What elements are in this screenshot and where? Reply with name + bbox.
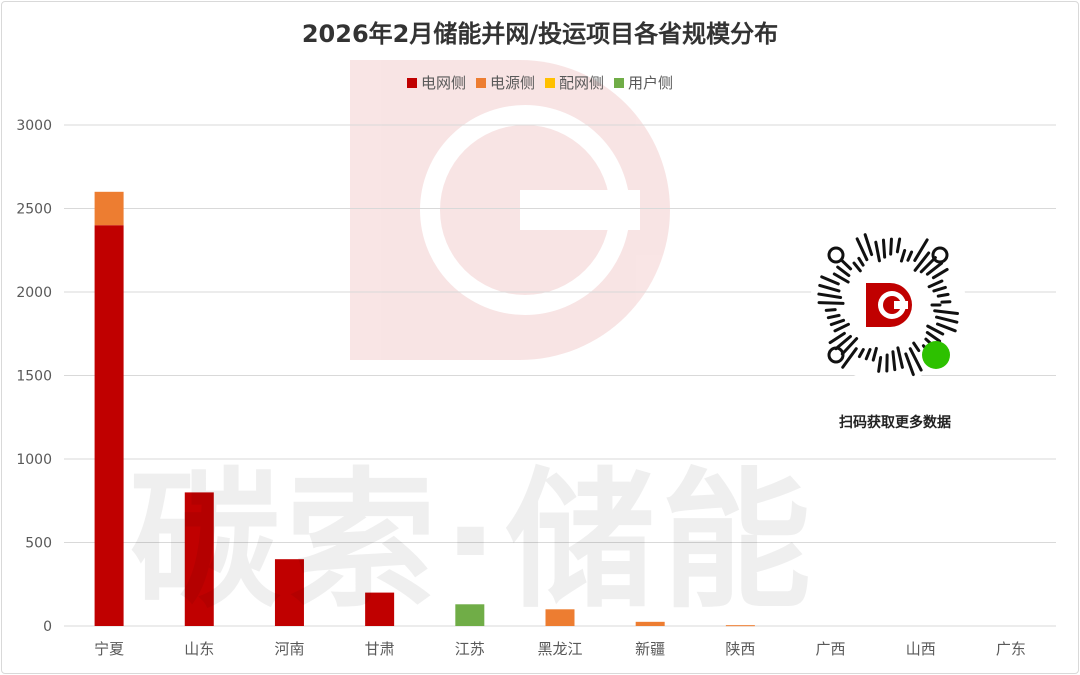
qr-ray <box>840 259 853 271</box>
qr-ray <box>877 355 883 373</box>
y-tick-label: 0 <box>43 619 52 635</box>
chart-title: 2026年2月储能并网/投运项目各省规模分布 <box>301 20 779 48</box>
qr-caption: 扫码获取更多数据 <box>839 415 951 431</box>
legend-label: 电网侧 <box>420 74 466 92</box>
qr-ray <box>906 250 914 262</box>
x-tick-label: 广西 <box>816 640 846 658</box>
qr-ray <box>817 292 843 299</box>
bar-电源侧 <box>635 621 665 626</box>
qr-ray <box>896 346 904 369</box>
legend-item: 配网侧 <box>545 72 604 93</box>
qr-ray <box>899 248 907 263</box>
qr-ray <box>931 267 949 280</box>
qr-ray <box>927 279 944 289</box>
x-tick-label: 江苏 <box>455 640 485 658</box>
qr-ray <box>836 265 851 278</box>
y-tick-label: 3000 <box>16 118 52 134</box>
y-tick-label: 1500 <box>16 369 52 385</box>
qr-ray <box>817 301 845 305</box>
watermark-text: 碳索·储能 <box>130 455 817 629</box>
qr-ray <box>891 350 897 372</box>
qr-ray <box>913 251 931 272</box>
qr-ray <box>841 347 858 369</box>
qr-ray <box>828 331 846 345</box>
qr-ray <box>834 334 852 351</box>
x-tick-label: 山东 <box>184 640 214 658</box>
qr-ray <box>935 315 959 324</box>
x-tick-label: 陕西 <box>725 640 755 658</box>
bar-电网侧 <box>274 559 304 626</box>
qr-ray <box>857 348 865 359</box>
bar-电网侧 <box>94 225 124 626</box>
legend-item: 电源侧 <box>475 72 535 93</box>
qr-ray <box>936 292 950 298</box>
qr-ray <box>935 322 957 333</box>
legend-label: 配网侧 <box>559 74 605 92</box>
legend: 电网侧 电源侧 配网侧 用户侧 <box>0 72 1080 93</box>
qr-ray <box>908 347 923 372</box>
qr-ray <box>933 309 959 316</box>
x-tick-label: 山西 <box>906 640 936 658</box>
qr-ray <box>832 272 850 284</box>
qr-ray <box>871 346 878 362</box>
qr-ray <box>864 348 872 361</box>
qr-ray <box>895 237 902 254</box>
qr-ray <box>926 324 945 336</box>
qr-code <box>810 227 966 383</box>
legend-swatch <box>475 77 486 88</box>
qr-ray <box>932 285 947 293</box>
watermark-logo <box>350 60 670 360</box>
qr-ray <box>925 261 944 276</box>
qr-ray <box>874 240 881 263</box>
legend-swatch <box>614 77 625 88</box>
qr-ray <box>829 318 846 327</box>
qr-ray <box>889 237 893 256</box>
qr-ray <box>881 238 887 259</box>
bar-电源侧 <box>545 609 575 626</box>
legend-label: 用户侧 <box>628 74 674 92</box>
qr-ray <box>904 352 915 377</box>
x-tick-label: 新疆 <box>635 640 665 658</box>
qr-ray <box>912 341 921 353</box>
legend-swatch <box>406 77 417 88</box>
y-tick-label: 500 <box>25 536 52 552</box>
qr-ray <box>863 233 874 257</box>
qr-ray <box>913 238 929 262</box>
qr-ray <box>857 256 865 267</box>
legend-item: 电网侧 <box>406 72 466 93</box>
x-tick-label: 甘肃 <box>365 640 395 658</box>
y-tick-label: 2000 <box>16 285 52 301</box>
qr-ray <box>919 256 937 274</box>
legend-label: 电源侧 <box>489 74 535 92</box>
bar-电网侧 <box>184 492 214 626</box>
legend-swatch <box>545 77 555 88</box>
y-tick-label: 1000 <box>16 452 52 468</box>
x-tick-label: 河南 <box>274 640 304 658</box>
bar-电源侧 <box>725 625 755 627</box>
qr-ray <box>824 308 837 312</box>
bar-用户侧 <box>455 604 485 626</box>
bar-电源侧 <box>94 191 124 226</box>
y-tick-label: 2500 <box>16 202 52 218</box>
qr-ray <box>820 275 840 286</box>
qr-ray <box>852 261 862 273</box>
qr-ray <box>826 313 841 320</box>
qr-ray <box>855 237 869 262</box>
qr-ray <box>925 331 942 343</box>
qr-ray <box>833 322 850 333</box>
x-tick-label: 广东 <box>996 640 1026 658</box>
legend-item: 用户侧 <box>614 72 673 93</box>
x-tick-label: 黑龙江 <box>537 640 582 658</box>
qr-ray <box>818 283 841 293</box>
x-tick-label: 宁夏 <box>94 640 124 658</box>
qr-ray <box>840 337 859 356</box>
bar-电网侧 <box>365 592 395 626</box>
